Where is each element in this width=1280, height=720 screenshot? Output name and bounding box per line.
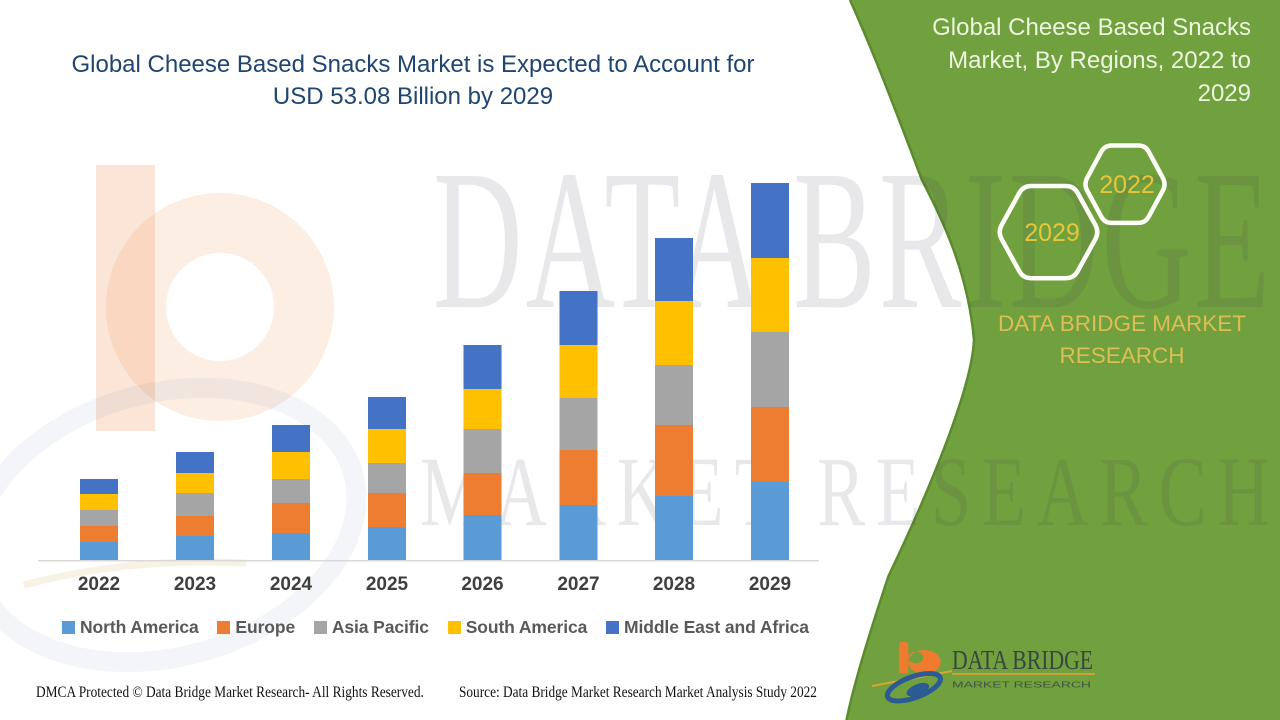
svg-text:2022: 2022	[1099, 171, 1155, 199]
svg-text:MARKET RESEARCH: MARKET RESEARCH	[420, 435, 1270, 546]
svg-text:MARKET RESEARCH: MARKET RESEARCH	[952, 681, 1091, 690]
svg-text:2029: 2029	[1024, 219, 1080, 247]
svg-text:DATA BRIDGE: DATA BRIDGE	[952, 645, 1093, 675]
